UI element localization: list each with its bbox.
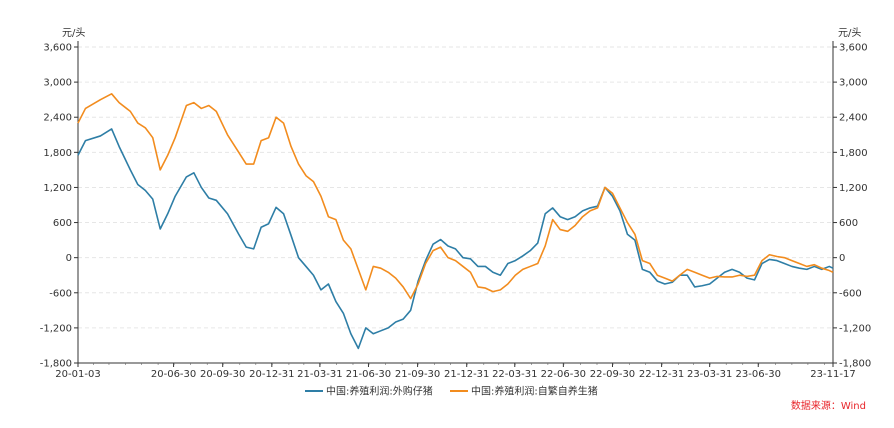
y-tick-label-right: 3,600 xyxy=(839,43,868,54)
y-tick-label-right: -1,800 xyxy=(839,359,871,370)
gridlines xyxy=(78,46,833,329)
y-tick-label-right: -1,200 xyxy=(839,323,871,334)
y-tick-label-right: 1,800 xyxy=(839,148,868,159)
y-tick-label-left: -1,800 xyxy=(40,359,72,370)
x-tick-label: 20-09-30 xyxy=(200,369,245,380)
x-tick-label: 20-06-30 xyxy=(151,369,196,380)
y-tick-label-right: -600 xyxy=(839,288,862,299)
y-tick-label-right: 600 xyxy=(839,218,858,229)
x-tick-label: 21-09-30 xyxy=(395,369,440,380)
legend-label-1: 中国:养殖利润:外购仔猪 xyxy=(326,385,433,398)
x-tick-label: 22-12-31 xyxy=(639,369,684,380)
x-tick-label: 20-01-03 xyxy=(55,369,100,380)
series-line-1 xyxy=(77,128,834,350)
x-tick-label: 21-03-31 xyxy=(297,369,342,380)
series-lines xyxy=(77,93,834,350)
y-tick-label-left: 0 xyxy=(66,253,72,264)
y-tick-label-left: -1,200 xyxy=(40,323,72,334)
right-y-unit: 元/头 xyxy=(838,27,861,39)
y-tick-label-right: 2,400 xyxy=(839,113,868,124)
axes: -1,800 -1,800 -1,200 -1,200 -600 -600 0 0 600 600… xyxy=(40,41,871,380)
series-line-2 xyxy=(77,93,834,300)
x-tick-label: 22-03-31 xyxy=(492,369,537,380)
x-tick-label: 22-09-30 xyxy=(590,369,635,380)
x-tick-label: 23-03-31 xyxy=(687,369,732,380)
y-tick-label-left: 2,400 xyxy=(43,113,72,124)
y-tick-label-right: 1,200 xyxy=(839,183,868,194)
x-tick-label: 22-06-30 xyxy=(541,369,586,380)
x-tick-label: 23-06-30 xyxy=(736,369,781,380)
legend-label-2: 中国:养殖利润:自繁自养生猪 xyxy=(471,385,598,398)
x-tick-label: 21-06-30 xyxy=(346,369,391,380)
y-tick-label-left: 600 xyxy=(53,218,72,229)
left-y-unit: 元/头 xyxy=(62,27,85,39)
data-source-note: 数据来源：Wind xyxy=(791,399,866,412)
y-tick-label-left: 1,200 xyxy=(43,183,72,194)
y-tick-label-right: 0 xyxy=(839,253,845,264)
y-tick-label-left: 3,600 xyxy=(43,43,72,54)
y-tick-label-left: 1,800 xyxy=(43,148,72,159)
y-tick-label-left: 3,000 xyxy=(43,78,72,89)
x-tick-label: 21-12-31 xyxy=(444,369,489,380)
x-tick-label: 23-11-17 xyxy=(810,369,855,380)
y-tick-label-left: -600 xyxy=(49,288,72,299)
y-tick-label-right: 3,000 xyxy=(839,78,868,89)
legend: 中国:养殖利润:外购仔猪 中国:养殖利润:自繁自养生猪 xyxy=(305,385,598,398)
x-tick-label: 20-12-31 xyxy=(249,369,294,380)
